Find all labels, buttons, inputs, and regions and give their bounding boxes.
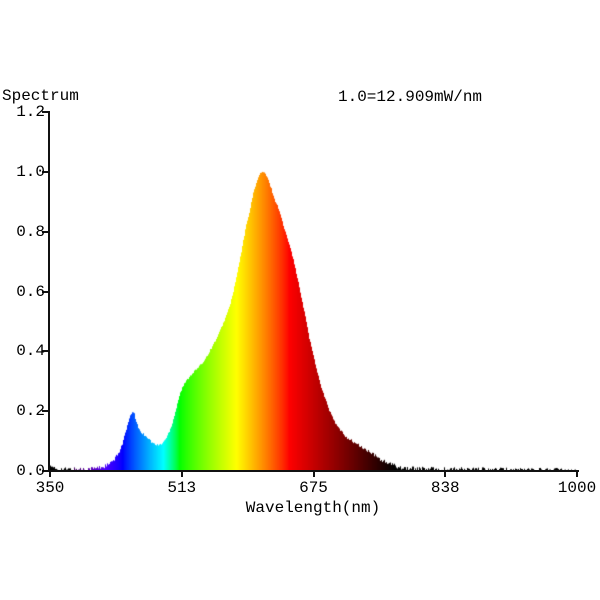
x-tick-label: 838 [430,479,460,497]
x-tick [312,472,315,477]
x-axis-title: Wavelength(nm) [245,499,381,517]
y-tick-label: 0.0 [16,462,45,480]
y-tick-label: 0.2 [16,402,45,421]
y-tick [42,170,48,173]
x-tick-label: 513 [167,479,197,497]
y-tick-label: 0.4 [16,342,45,361]
x-axis-line [48,470,579,472]
y-tick-label: 0.8 [16,222,45,241]
scale-annotation: 1.0=12.909mW/nm [338,88,483,106]
spectrum-area-plot [50,112,577,471]
y-tick [42,290,48,293]
y-tick-label: 0.6 [16,282,45,301]
y-axis-line [48,111,50,472]
y-tick [42,111,48,113]
y-tick [42,410,48,413]
y-tick [42,470,48,472]
x-tick [576,472,578,477]
y-tick [42,350,48,353]
x-tick [180,472,183,477]
y-tick-label: 1.0 [16,162,45,181]
x-tick [49,472,51,477]
y-tick-label: 1.2 [16,103,45,121]
x-tick-label: 350 [35,479,65,497]
chart-title: Spectrum [2,87,79,105]
x-tick-label: 1000 [557,479,597,497]
x-tick [444,472,447,477]
x-tick-label: 675 [299,479,328,497]
y-tick [42,230,48,233]
